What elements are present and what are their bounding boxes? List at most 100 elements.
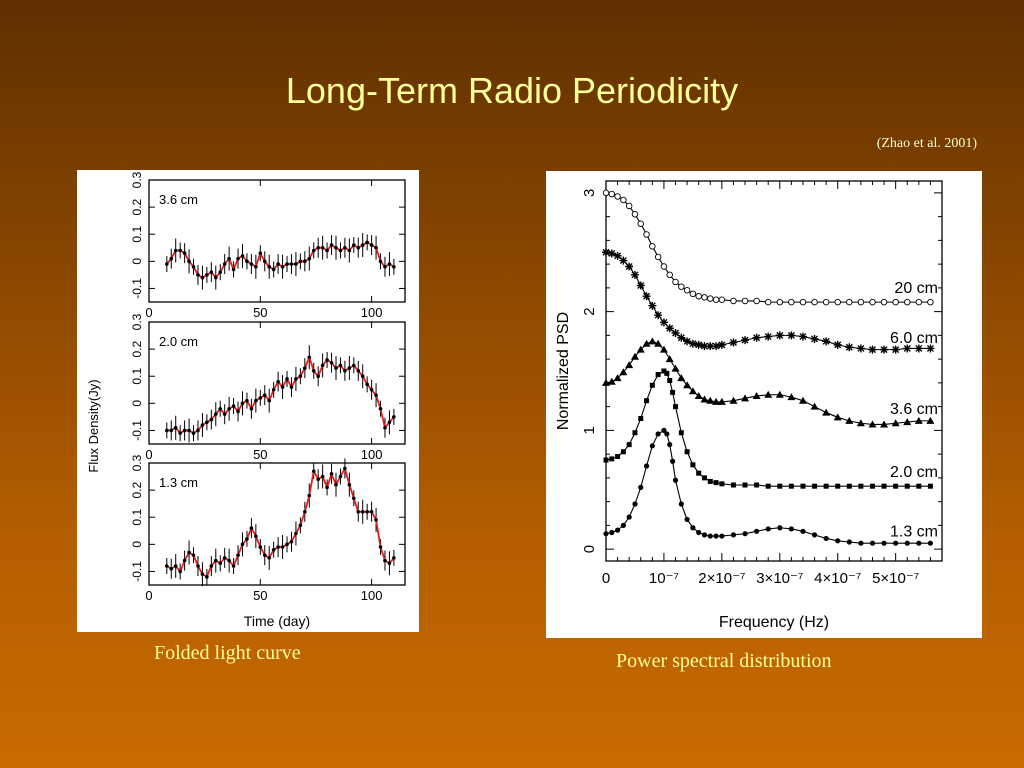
data-point: [236, 409, 240, 414]
data-point: [352, 243, 356, 247]
series-point: [869, 540, 876, 546]
series-point: [916, 483, 922, 489]
data-point: [196, 428, 200, 433]
data-point: [374, 518, 378, 522]
y-tick-label: 0.1: [130, 509, 144, 526]
data-point: [298, 374, 303, 379]
data-point: [352, 363, 356, 368]
series-point: [659, 318, 668, 327]
data-point: [365, 510, 369, 514]
series-point: [926, 344, 935, 353]
series-point: [671, 329, 680, 337]
power-spectrum-chart: 0 10⁻⁷ 2×10⁻⁷ 3×10⁻⁷ 4×10⁻⁷ 5×10⁻⁷ 0 1 2 3 Normali…: [555, 180, 943, 631]
series-point: [664, 370, 670, 376]
x-tick-label: 0: [602, 570, 610, 587]
x-tick-label: 50: [253, 305, 267, 320]
series-point: [892, 298, 899, 306]
data-point: [334, 245, 338, 250]
data-point: [276, 262, 280, 266]
series-line: [605, 370, 931, 487]
data-point: [227, 558, 231, 563]
data-point: [285, 377, 289, 381]
series-point: [620, 522, 626, 528]
data-point: [236, 553, 240, 557]
data-point: [338, 474, 343, 479]
data-point: [240, 542, 245, 547]
data-point: [320, 363, 325, 368]
right-caption: Power spectral distribution: [616, 650, 832, 672]
series-point: [671, 364, 680, 372]
data-point: [365, 240, 369, 245]
series-label: 6.0 cm: [890, 330, 938, 347]
data-point: [294, 262, 298, 266]
data-point: [262, 259, 267, 264]
data-point: [303, 366, 307, 370]
data-point: [258, 545, 263, 549]
series-point: [607, 377, 616, 385]
y-axis-title: Normalized PSD: [555, 312, 572, 430]
series-point: [619, 256, 628, 265]
series-point: [602, 248, 610, 257]
panel-frame: [148, 462, 406, 586]
series-point: [717, 340, 726, 349]
data-point: [387, 561, 392, 566]
data-point: [383, 558, 387, 563]
series-point: [712, 342, 721, 351]
data-point: [245, 398, 249, 403]
data-point: [165, 564, 169, 568]
series-point: [775, 390, 784, 398]
data-point: [182, 558, 187, 563]
data-point: [392, 556, 396, 560]
data-point: [334, 366, 338, 370]
x-tick-label: 100: [361, 305, 383, 320]
series-point: [869, 298, 876, 306]
series-point: [694, 340, 703, 349]
data-point: [249, 406, 254, 411]
series-point: [800, 528, 806, 534]
series-point: [798, 332, 807, 341]
series-point: [891, 419, 900, 427]
series-point: [642, 292, 651, 301]
light-curve-line: [166, 354, 395, 435]
series-point: [677, 333, 686, 342]
series-point: [684, 449, 690, 455]
data-point: [356, 510, 361, 514]
data-point: [267, 556, 272, 560]
data-point: [196, 273, 200, 277]
data-point: [289, 539, 294, 544]
series-point: [701, 294, 708, 301]
series-point: [856, 419, 865, 427]
series-point: [776, 298, 784, 306]
data-point: [191, 431, 196, 435]
series-point: [672, 477, 679, 483]
data-point: [271, 547, 276, 552]
series-point: [673, 404, 679, 410]
series-point: [648, 301, 657, 310]
y-tick-label: 0.2: [130, 340, 144, 357]
series-point: [810, 334, 819, 343]
data-point: [356, 245, 361, 250]
series-point: [649, 382, 655, 388]
series-point: [764, 298, 772, 306]
data-point: [254, 398, 258, 403]
data-point: [343, 369, 347, 373]
data-point: [303, 259, 307, 264]
folded-light-curve-chart: 0 50 100-0.100.10.20.33.6 cm0 50 100-0.100.1…: [86, 171, 406, 629]
series-point: [891, 345, 900, 354]
citation: (Zhao et al. 2001): [876, 136, 977, 151]
data-point: [254, 534, 258, 538]
series-point: [753, 297, 760, 305]
data-point: [218, 561, 223, 566]
data-point: [360, 243, 365, 247]
data-point: [280, 385, 285, 389]
series-point: [688, 387, 697, 395]
data-point: [191, 553, 196, 557]
data-point: [165, 262, 169, 266]
series-label: 3.6 cm: [890, 401, 938, 418]
data-point: [245, 537, 249, 541]
series-point: [649, 443, 655, 449]
data-point: [325, 485, 329, 490]
data-point: [200, 275, 205, 280]
series-point: [638, 416, 644, 421]
series-point: [713, 480, 719, 486]
